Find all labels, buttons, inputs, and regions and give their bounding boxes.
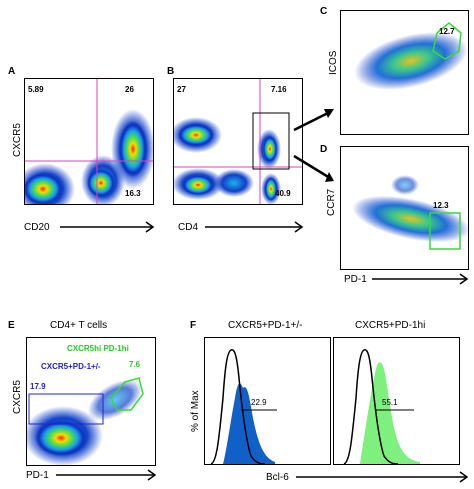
- panel-c-gate-value: 12.7: [439, 27, 455, 36]
- panel-e-xlabel: PD-1: [26, 470, 49, 481]
- panel-c-letter: C: [320, 6, 328, 17]
- panel-f-left-histogram: [210, 349, 277, 464]
- panel-e-letter: E: [8, 320, 15, 331]
- panel-b-q-tr: 7.16: [271, 85, 287, 94]
- panel-b-letter: B: [167, 66, 175, 77]
- panel-f-right-plot: 55.1: [333, 337, 460, 465]
- panel-c-plot: 12.7: [340, 10, 469, 135]
- panel-b-q-br: 40.9: [275, 189, 291, 198]
- panel-b-density: [174, 79, 302, 204]
- panel-f-right-histogram: [343, 349, 420, 464]
- panel-b-xlabel: CD4: [178, 222, 199, 233]
- panel-f-title-right: CXCR5+PD-1hi: [355, 320, 426, 331]
- panel-b-x-arrow: [205, 221, 304, 233]
- panel-b-q-tl: 27: [177, 85, 186, 94]
- panel-d-x-arrow: [372, 273, 469, 285]
- gate-connector-arrows: [293, 109, 334, 182]
- panel-a-q-br: 16.3: [125, 189, 141, 198]
- panel-e-density: [27, 377, 144, 465]
- panel-e-gate-hi-value: 7.6: [129, 360, 141, 369]
- panel-f-left-value: 22.9: [251, 398, 267, 407]
- panel-e-gate-mid-label: CXCR5+PD-1+/-: [41, 362, 101, 371]
- panel-e-plot: CXCR5hi PD-1hi 7.6 CXCR5+PD-1+/- 17.9: [26, 337, 156, 466]
- panel-c-density: [354, 22, 468, 90]
- panel-a-letter: A: [8, 66, 16, 77]
- panel-f-left-plot: 22.9: [204, 337, 331, 465]
- panel-f-right-value: 55.1: [382, 398, 398, 407]
- panel-d-letter: D: [320, 144, 328, 155]
- panel-a-q-tl: 5.89: [28, 85, 44, 94]
- panel-a-q-tr: 26: [125, 85, 134, 94]
- panel-d-gate-value: 12.3: [433, 201, 449, 210]
- panel-e-ylabel: CXCR5: [12, 380, 23, 414]
- panel-d-ylabel: CCR7: [326, 188, 337, 216]
- panel-d-plot: 12.3: [340, 146, 469, 270]
- panel-b-plot: 27 7.16 40.9: [173, 78, 303, 205]
- panel-f-x-arrow: [296, 471, 469, 483]
- panel-a-ylabel: CXCR5: [12, 123, 23, 157]
- panel-f-xlabel: Bcl-6: [266, 472, 289, 483]
- panel-e-x-arrow: [56, 469, 157, 481]
- panel-e-title: CD4+ T cells: [50, 320, 108, 331]
- panel-d-density: [352, 175, 468, 250]
- panel-d-xlabel: PD-1: [344, 274, 367, 285]
- panel-a-density: [25, 79, 153, 204]
- panel-a-plot: 5.89 26 16.3: [24, 78, 154, 205]
- panel-f-ylabel: % of Max: [190, 390, 201, 432]
- panel-e-gate-mid-value: 17.9: [30, 382, 46, 391]
- panel-a-xlabel: CD20: [24, 222, 50, 233]
- panel-f-letter: F: [190, 320, 197, 331]
- panel-c-ylabel: ICOS: [328, 50, 339, 75]
- panel-e-gate-hi-label: CXCR5hi PD-1hi: [67, 344, 129, 353]
- panel-f-title-left: CXCR5+PD-1+/-: [228, 320, 303, 331]
- panel-a-x-arrow: [60, 221, 155, 233]
